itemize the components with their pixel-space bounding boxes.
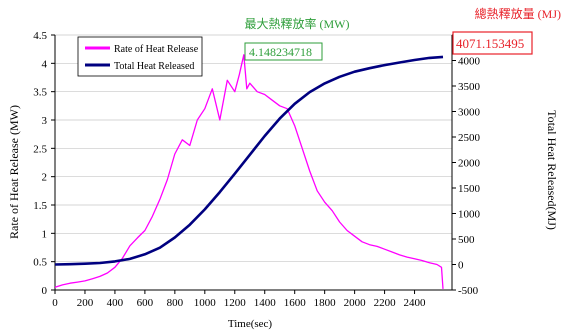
series-layer bbox=[54, 54, 444, 289]
right-tick-label: 4000 bbox=[458, 56, 481, 68]
x-tick-label: 1000 bbox=[194, 297, 217, 309]
x-tick-label: 1400 bbox=[254, 297, 277, 309]
legend-box bbox=[77, 36, 203, 77]
right-tick-label: 3500 bbox=[458, 81, 481, 93]
right-tick-label: 1000 bbox=[458, 209, 481, 221]
left-tick-label: 0.5 bbox=[33, 257, 47, 269]
total-heat-box bbox=[452, 31, 533, 55]
right-tick-label: 2500 bbox=[458, 132, 481, 144]
left-tick-label: 4 bbox=[42, 58, 48, 70]
left-tick-label: 1.5 bbox=[33, 200, 47, 212]
tick-labels: 00.511.522.533.544.5-5000500100015002000… bbox=[33, 30, 480, 309]
x-tick-label: 2200 bbox=[374, 297, 397, 309]
right-tick-label: 3000 bbox=[458, 107, 481, 119]
left-tick-label: 2.5 bbox=[33, 143, 47, 155]
left-tick-label: 3 bbox=[42, 115, 48, 127]
x-tick-label: 400 bbox=[107, 297, 124, 309]
legend-label-total: Total Heat Released bbox=[114, 61, 194, 72]
right-axis-title: Total Heat Released(MJ) bbox=[545, 110, 559, 230]
left-tick-label: 1 bbox=[42, 228, 48, 240]
right-tick-label: 0 bbox=[458, 260, 464, 272]
x-tick-label: 1800 bbox=[314, 297, 337, 309]
right-tick-label: 2000 bbox=[458, 158, 481, 170]
legend-label-rate: Rate of Heat Release bbox=[114, 44, 199, 55]
max-rate-label: 最大熱釋放率 (MW) bbox=[245, 16, 350, 31]
left-tick-label: 3.5 bbox=[33, 87, 47, 99]
right-tick-label: -500 bbox=[458, 285, 479, 297]
left-tick-label: 0 bbox=[42, 285, 48, 297]
series-line-rate-of-heat-release bbox=[54, 54, 444, 289]
x-tick-label: 2400 bbox=[404, 297, 427, 309]
left-axis-title: Rate of Heat Release (MW) bbox=[7, 105, 21, 239]
right-tick-label: 1500 bbox=[458, 183, 481, 195]
max-rate-box bbox=[244, 42, 323, 61]
total-heat-label: 總熱釋放量 (MJ) bbox=[475, 6, 561, 21]
left-tick-label: 4.5 bbox=[33, 30, 47, 42]
x-tick-label: 600 bbox=[137, 297, 154, 309]
x-tick-label: 200 bbox=[77, 297, 94, 309]
x-tick-label: 800 bbox=[167, 297, 184, 309]
x-axis-title: Time(sec) bbox=[228, 318, 273, 330]
x-tick-label: 2000 bbox=[344, 297, 367, 309]
total-heat-value: 4071.153495 bbox=[456, 36, 524, 51]
legend: Rate of Heat Release Total Heat Released bbox=[77, 36, 203, 77]
max-rate-value: 4.148234718 bbox=[249, 45, 312, 59]
right-tick-label: 500 bbox=[458, 234, 475, 246]
x-tick-label: 0 bbox=[52, 297, 58, 309]
x-tick-label: 1600 bbox=[284, 297, 307, 309]
left-tick-label: 2 bbox=[42, 172, 48, 184]
series-line-total-heat-released bbox=[54, 55, 444, 266]
x-tick-label: 1200 bbox=[224, 297, 247, 309]
